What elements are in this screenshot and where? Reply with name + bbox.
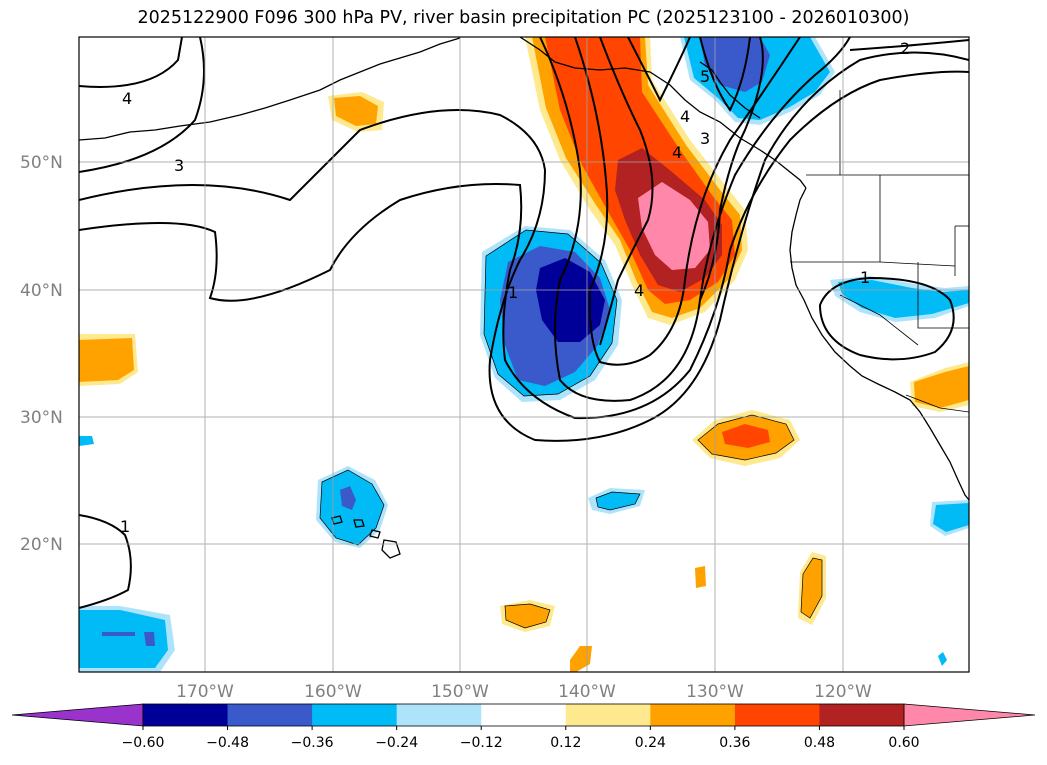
precip-negative-small-1-core <box>596 492 640 510</box>
colorbar-segment <box>481 704 567 726</box>
colorbar-segment <box>565 704 651 726</box>
colorbar-extend-min <box>11 703 144 727</box>
precip-positive-socal <box>914 366 969 408</box>
colorbar-segment <box>396 704 482 726</box>
contour-label: 2 <box>900 39 910 58</box>
pv-contours <box>79 37 969 609</box>
pv-contour-3-northwest <box>79 37 205 173</box>
colorbar-segment <box>312 704 398 726</box>
contour-label: 1 <box>508 283 518 302</box>
longitude-labels: 170°W 160°W 150°W 140°W 130°W 120°W <box>176 682 872 702</box>
lon-label: 160°W <box>304 682 362 702</box>
contour-label: 3 <box>174 156 184 175</box>
lon-label: 140°W <box>558 682 616 702</box>
pv-contour-nested-1 <box>539 37 851 402</box>
coastlines <box>79 37 969 559</box>
contour-label: 1 <box>120 517 130 536</box>
pv-contour-4-northwest <box>79 37 183 88</box>
contour-label: 4 <box>634 281 644 300</box>
colorbar-tick-label: 0.24 <box>635 735 666 751</box>
pv-contour-east-2 <box>849 39 969 51</box>
pv-contour-2-north <box>79 51 969 442</box>
precip-negative-tiny-west <box>79 436 94 446</box>
colorbar-tick-label: −0.24 <box>375 735 418 751</box>
contour-label: 4 <box>122 89 132 108</box>
lon-label: 150°W <box>431 682 489 702</box>
pv-contour-nested-3 <box>599 37 654 346</box>
map-frame <box>78 36 970 673</box>
precip-negative-southwest-cyan <box>79 610 168 668</box>
precip-positive-core-pink <box>638 182 710 270</box>
colorbar-segment <box>650 704 736 726</box>
precip-positive-tiny <box>695 566 706 588</box>
pv-contour-1-west <box>79 70 969 420</box>
pv-contour-nested-5 <box>699 37 751 112</box>
precip-negative-hawaii-blue <box>340 486 356 510</box>
colorbar-tick-label: 0.60 <box>888 735 919 751</box>
lat-label: 20°N <box>20 535 63 555</box>
pv-contour-nested-2 <box>574 37 801 366</box>
precip-positive-north-small <box>334 96 378 126</box>
lat-label: 50°N <box>20 153 63 173</box>
colorbar-tick-label: 0.12 <box>550 735 581 751</box>
colorbar-tick-label: −0.60 <box>122 735 165 751</box>
precip-thin-outlines <box>319 229 823 629</box>
contour-label: 4 <box>680 107 690 126</box>
lon-label: 130°W <box>686 682 744 702</box>
colorbar-tick-label: −0.48 <box>206 735 249 751</box>
precip-positive-16n <box>505 604 550 628</box>
lon-label: 170°W <box>176 682 234 702</box>
precip-positive-28n-core <box>722 424 770 448</box>
pv-contour-nested-4 <box>627 37 691 103</box>
pv-contour-nested-6 <box>699 37 764 301</box>
precip-negative-southwest-blue <box>102 632 155 646</box>
contour-label: 3 <box>700 129 710 148</box>
lat-label: 40°N <box>20 281 63 301</box>
graticule <box>79 37 969 672</box>
colorbar-tick-label: 0.36 <box>719 735 750 751</box>
contour-label: 4 <box>672 143 682 162</box>
latitude-labels: 50°N 40°N 30°N 20°N <box>20 153 63 555</box>
colorbar-tick-label: 0.48 <box>804 735 835 751</box>
contour-label: 5 <box>700 67 710 86</box>
contour-labels: 4 3 2 5 4 3 4 4 1 1 1 <box>120 39 910 536</box>
precip-positive-17n <box>801 558 822 618</box>
lon-label: 120°W <box>814 682 872 702</box>
colorbar-tick-label: −0.36 <box>291 735 334 751</box>
colorbar-segment <box>734 704 820 726</box>
colorbar: −0.60 −0.48 −0.36 −0.24 −0.12 0.12 0.24 0.36 0.4… <box>11 703 1036 751</box>
precip-negative-tiny-east <box>938 652 947 666</box>
map-title: 2025122900 F096 300 hPa PV, river basin … <box>137 8 910 28</box>
colorbar-segment <box>227 704 313 726</box>
colorbar-extend-max <box>903 703 1036 727</box>
precip-negative-baja-cyan <box>933 503 969 532</box>
contour-label: 1 <box>860 268 870 287</box>
colorbar-segment <box>819 704 905 726</box>
colorbar-tick-label: −0.12 <box>460 735 503 751</box>
pv-contour-southwest <box>79 514 132 609</box>
pv-contour-ring-east <box>818 276 955 361</box>
precip-negative-cell-navy <box>536 258 605 342</box>
colorbar-segment <box>143 704 229 726</box>
precip-positive-westedge <box>79 338 134 382</box>
lat-label: 30°N <box>20 408 63 428</box>
colorbar-frame <box>142 703 905 727</box>
